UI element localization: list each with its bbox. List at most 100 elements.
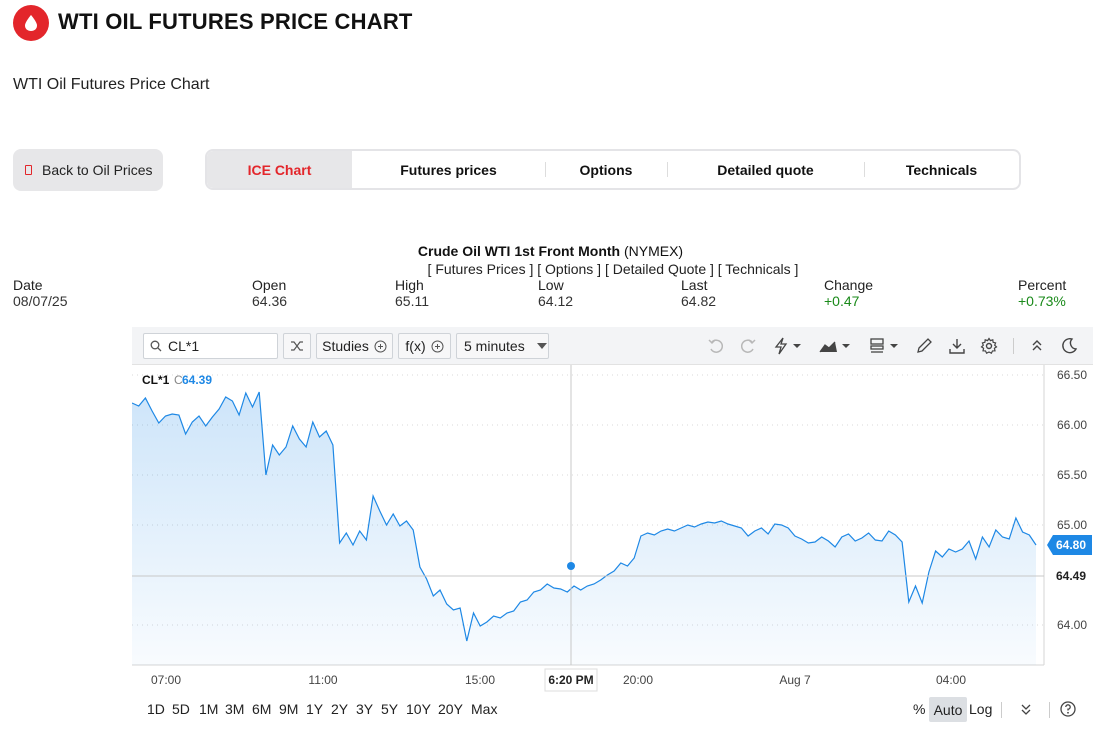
stat-label: Change	[824, 277, 874, 293]
y-axis: 66.50 66.00 65.50 65.00 64.00 64.80	[1047, 368, 1092, 632]
stat-label: High	[395, 277, 424, 293]
price-chart[interactable]: 6:20 PM 64.49 66.50 66.00 65.50 65.00 64.00 64…	[132, 365, 1093, 693]
tab-options[interactable]: Options	[545, 151, 667, 188]
interval-label: 5 minutes	[464, 338, 525, 354]
back-icon	[25, 165, 32, 175]
oil-drop-icon	[13, 5, 49, 41]
chart-legend: CL*1 C 64.39	[142, 373, 212, 387]
chart-tabs: ICE Chart Futures prices Options Detaile…	[205, 149, 1021, 190]
y-tick-label: 64.00	[1057, 618, 1087, 632]
chart-type-icon[interactable]	[819, 336, 853, 356]
compare-button[interactable]	[283, 333, 311, 359]
range-button-9m[interactable]: 9M	[279, 701, 299, 717]
expand-icon[interactable]	[1016, 699, 1036, 719]
range-button-10y[interactable]: 10Y	[406, 701, 431, 717]
back-to-oil-prices-button[interactable]: Back to Oil Prices	[13, 149, 163, 191]
legend-prefix: C	[174, 373, 183, 387]
stat-open: Open 64.36	[252, 277, 287, 309]
tab-technicals[interactable]: Technicals	[864, 151, 1019, 188]
collapse-icon[interactable]	[1027, 336, 1047, 356]
stat-label: Last	[681, 277, 708, 293]
y-tick-label: 66.50	[1057, 368, 1087, 382]
pencil-icon[interactable]	[914, 336, 934, 356]
stat-value: 65.11	[395, 293, 429, 309]
oil-drop-glyph	[25, 15, 37, 31]
help-icon[interactable]	[1058, 699, 1078, 719]
percent-scale-button[interactable]: %	[913, 701, 926, 717]
stat-change: Change +0.47	[824, 277, 873, 309]
chart-bottom-bar: 1D 5D 1M 3M 6M 9M 1Y 2Y 3Y 5Y 10Y 20Y Max % Auto Log	[132, 693, 1093, 727]
stat-label: Percent	[1018, 277, 1067, 293]
range-button-6m[interactable]: 6M	[252, 701, 272, 717]
symbol-value: CL*1	[168, 338, 200, 354]
crosshair-price-label: 64.49	[1056, 569, 1086, 583]
page-subtitle: WTI Oil Futures Price Chart	[13, 76, 210, 93]
stat-label: Low	[538, 277, 564, 293]
stat-value: +0.47	[824, 293, 860, 309]
page-title: WTI OIL FUTURES PRICE CHART	[58, 9, 413, 34]
last-price-label: 64.80	[1056, 538, 1086, 552]
range-button-5d[interactable]: 5D	[172, 701, 190, 717]
bottom-divider	[1049, 702, 1050, 718]
x-tick-label: 20:00	[623, 673, 653, 687]
range-button-2y[interactable]: 2Y	[331, 701, 349, 717]
redo-icon[interactable]	[738, 336, 758, 356]
stat-value: +0.73%	[1018, 293, 1066, 309]
range-button-3y[interactable]: 3Y	[356, 701, 374, 717]
add-circle-icon	[374, 340, 387, 352]
x-tick-label: 04:00	[936, 673, 966, 687]
shuffle-icon	[291, 341, 303, 351]
range-button-5y[interactable]: 5Y	[381, 701, 399, 717]
x-tick-label: Aug 7	[779, 673, 811, 687]
x-tick-label: 07:00	[151, 673, 181, 687]
crosshair: 6:20 PM 64.49	[132, 365, 1086, 692]
tab-futures-prices[interactable]: Futures prices	[400, 161, 497, 178]
chart-toolbar: CL*1 Studies f(x) 5 minutes	[132, 327, 1093, 365]
lightning-icon[interactable]	[772, 336, 804, 356]
stat-last: Last 64.82	[681, 277, 716, 309]
studies-label: Studies	[322, 338, 369, 354]
stat-date: Date 08/07/25	[13, 277, 68, 309]
stat-label: Open	[252, 277, 287, 293]
search-icon	[150, 340, 162, 352]
fx-label: f(x)	[405, 338, 426, 354]
dark-mode-icon[interactable]	[1059, 336, 1079, 356]
auto-scale-button[interactable]: Auto	[929, 697, 967, 722]
download-icon[interactable]	[947, 336, 967, 356]
crosshair-point	[567, 562, 575, 570]
stat-percent: Percent +0.73%	[1018, 277, 1066, 309]
range-button-3m[interactable]: 3M	[225, 701, 245, 717]
studies-button[interactable]: Studies	[316, 333, 393, 359]
log-scale-button[interactable]: Log	[969, 701, 993, 717]
add-circle-icon	[431, 340, 444, 352]
stat-value: 64.36	[252, 293, 288, 309]
symbol-search-input[interactable]: CL*1	[143, 333, 278, 359]
price-line	[132, 391, 1037, 642]
y-tick-label: 66.00	[1057, 418, 1087, 432]
layout-icon[interactable]	[869, 336, 901, 356]
settings-icon[interactable]	[979, 336, 999, 356]
fx-button[interactable]: f(x)	[398, 333, 451, 359]
range-button-1m[interactable]: 1M	[199, 701, 219, 717]
range-button-max[interactable]: Max	[471, 701, 498, 717]
legend-symbol: CL*1	[142, 373, 170, 387]
range-button-1y[interactable]: 1Y	[306, 701, 324, 717]
interval-select[interactable]: 5 minutes	[456, 333, 549, 359]
chart-widget: CL*1 Studies f(x) 5 minutes	[132, 327, 1093, 727]
caret-down-icon	[536, 343, 547, 349]
tab-detailed-quote[interactable]: Detailed quote	[667, 151, 864, 188]
legend-price: 64.39	[182, 373, 212, 387]
undo-icon[interactable]	[706, 336, 726, 356]
x-tick-label: 11:00	[308, 673, 337, 687]
stat-high: High 65.11	[395, 277, 429, 309]
range-button-1d[interactable]: 1D	[147, 701, 165, 717]
last-price-tag	[1047, 535, 1092, 555]
exchange-name: (NYMEX)	[623, 243, 684, 259]
quote-links[interactable]: [ Futures Prices ] [ Options ] [ Detaile…	[427, 261, 799, 277]
range-button-20y[interactable]: 20Y	[438, 701, 463, 717]
tab-ice-chart[interactable]: ICE Chart	[207, 151, 352, 188]
y-tick-label: 65.00	[1057, 518, 1087, 532]
crosshair-time-box	[544, 668, 598, 692]
stat-label: Date	[13, 277, 43, 293]
back-button-label: Back to Oil Prices	[42, 162, 153, 178]
